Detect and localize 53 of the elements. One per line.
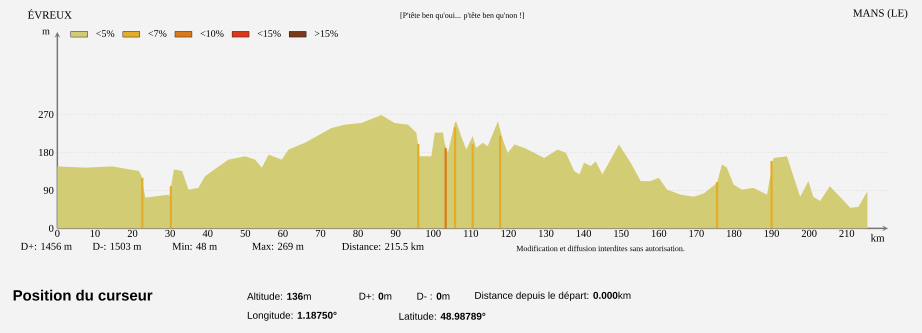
text: Altitude: 136m bbox=[247, 292, 311, 300]
x-tick-label: 40 bbox=[202, 230, 213, 237]
y-tick-label: 90 bbox=[44, 186, 54, 194]
legend-label: >15% bbox=[314, 30, 338, 37]
text: Distance depuis le départ: 0.000km bbox=[475, 291, 630, 301]
x-tick-label: 60 bbox=[278, 230, 288, 237]
y-tick-label: 270 bbox=[38, 110, 54, 118]
bar bbox=[472, 144, 474, 228]
text: D-: 1503 m bbox=[92, 242, 142, 250]
x-tick-label: 130 bbox=[539, 230, 554, 237]
x-tick-label: 170 bbox=[689, 230, 704, 237]
x-axis-title: km bbox=[870, 234, 884, 242]
x-tick-label: 120 bbox=[502, 230, 516, 237]
bar bbox=[170, 186, 172, 228]
x-tick-label: 210 bbox=[839, 230, 854, 237]
x-tick-label: 100 bbox=[426, 230, 441, 237]
text: D+: 1456 m bbox=[20, 242, 72, 250]
x-tick-label: 180 bbox=[727, 230, 742, 237]
x-tick-label: 190 bbox=[764, 230, 779, 237]
text: D+: 0m bbox=[360, 292, 392, 300]
bar bbox=[499, 136, 502, 228]
x-tick-label: 0 bbox=[55, 230, 60, 237]
x-tick-label: 90 bbox=[390, 230, 400, 237]
legend-label: <7% bbox=[148, 30, 166, 37]
x-tick-label: 140 bbox=[576, 230, 592, 237]
x-tick-label: 80 bbox=[353, 230, 363, 237]
text: D- : 0m bbox=[417, 292, 450, 300]
bar bbox=[141, 178, 144, 228]
text: Distance: 215.5 km bbox=[342, 242, 424, 250]
x-tick-label: 20 bbox=[128, 230, 138, 237]
text: Min: 48 m bbox=[172, 242, 217, 250]
legend-label: <15% bbox=[258, 30, 281, 37]
legend-label: <10% bbox=[200, 30, 224, 37]
text: ÉVREUX bbox=[28, 9, 72, 19]
x-tick-label: 150 bbox=[614, 230, 629, 237]
x-tick-label: 200 bbox=[802, 230, 817, 237]
text: Longitude: 1.18750° bbox=[248, 311, 337, 321]
y-tick-label: 0 bbox=[49, 224, 54, 232]
x-tick-label: 30 bbox=[165, 230, 175, 237]
bar bbox=[444, 148, 447, 228]
x-tick-label: 10 bbox=[90, 230, 100, 237]
x-tick-label: 160 bbox=[652, 230, 666, 237]
x-tick-label: 70 bbox=[316, 230, 326, 237]
text: MANS (LE) bbox=[853, 8, 908, 19]
x-tick-label: 50 bbox=[240, 230, 250, 237]
x-tick-label: 110 bbox=[464, 230, 478, 237]
y-tick-label: 180 bbox=[39, 148, 54, 156]
text: Max: 269 m bbox=[252, 242, 304, 250]
bar bbox=[417, 144, 420, 228]
text: Position du curseur bbox=[14, 290, 152, 301]
y-axis-title: m bbox=[42, 30, 50, 34]
text: Latitude: 48.98789° bbox=[399, 312, 486, 320]
legend-label: <5% bbox=[96, 30, 114, 37]
